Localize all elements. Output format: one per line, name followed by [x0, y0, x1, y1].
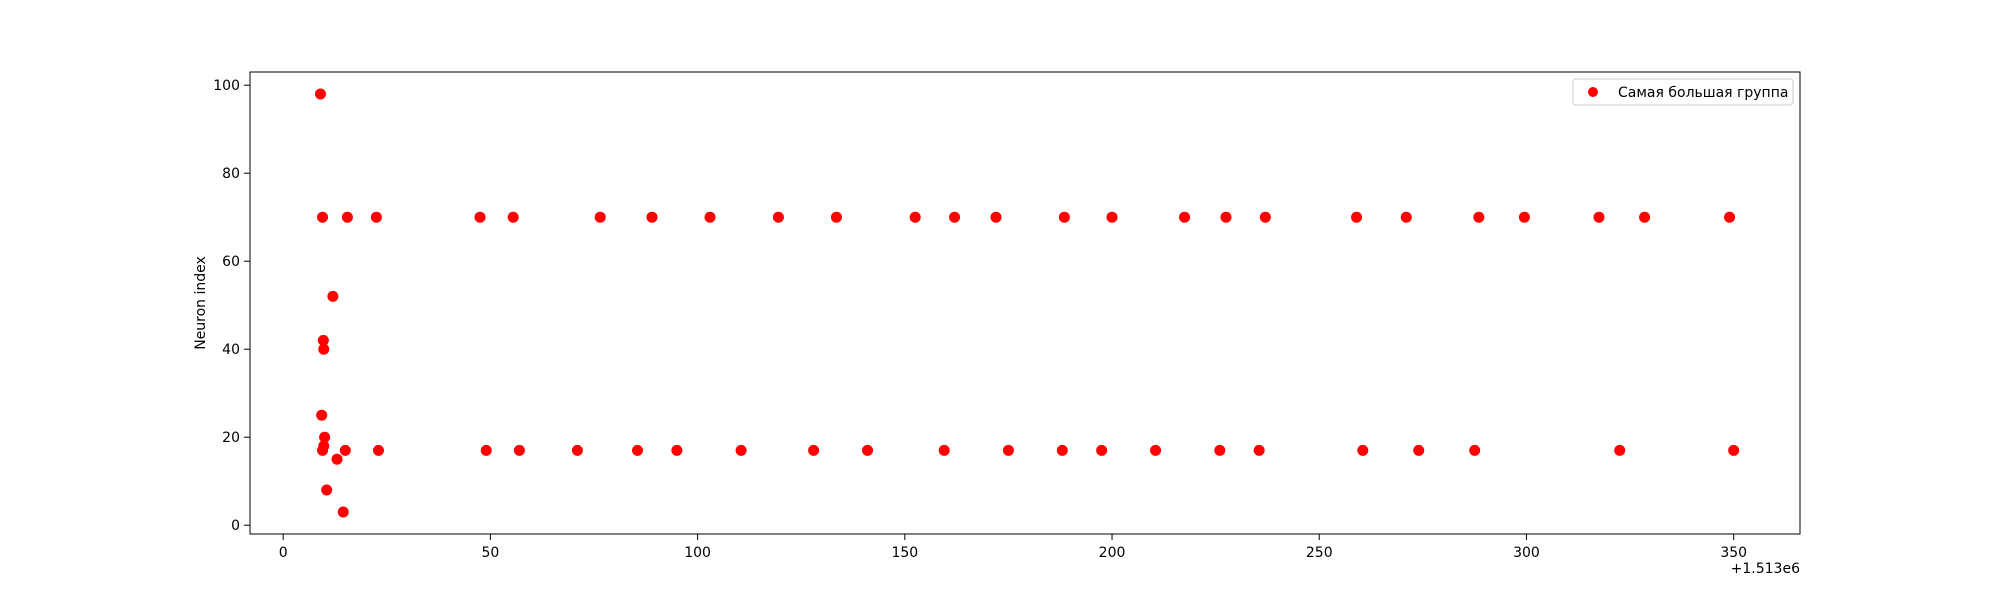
data-point [327, 290, 339, 302]
data-point [1220, 211, 1232, 223]
plot-area [249, 71, 1801, 535]
y-tick-label: 0 [231, 518, 240, 534]
data-point [862, 444, 874, 456]
data-point [337, 506, 349, 518]
x-tick-label: 350 [1720, 545, 1747, 561]
x-tick-label: 150 [891, 545, 918, 561]
data-point [314, 88, 326, 100]
data-point [1253, 444, 1265, 456]
y-axis: 0 20 40 60 80 100 [213, 78, 250, 534]
data-point [317, 211, 329, 223]
data-point [704, 211, 716, 223]
x-tick-label: 100 [684, 545, 711, 561]
data-point [735, 444, 747, 456]
data-point [480, 444, 492, 456]
x-tick-label: 50 [481, 545, 499, 561]
data-point [830, 211, 842, 223]
data-point [808, 444, 820, 456]
data-point [1413, 444, 1425, 456]
y-tick-label: 60 [222, 254, 240, 270]
y-tick-label: 100 [213, 78, 240, 94]
y-tick-label: 80 [222, 166, 240, 182]
data-point [1106, 211, 1118, 223]
data-point [1058, 211, 1070, 223]
legend-box [1572, 78, 1794, 106]
data-point [1473, 211, 1485, 223]
data-point [1056, 444, 1068, 456]
x-tick-label: 250 [1306, 545, 1333, 561]
data-point [990, 211, 1002, 223]
data-point [1096, 444, 1108, 456]
data-point [1351, 211, 1363, 223]
data-point [339, 444, 351, 456]
x-axis-offset-label: +1.513e6 [1731, 561, 1800, 577]
y-tick-label: 40 [222, 342, 240, 358]
data-point [317, 444, 329, 456]
data-point [1214, 444, 1226, 456]
data-point [1724, 211, 1736, 223]
data-point [646, 211, 658, 223]
data-point [671, 444, 683, 456]
data-point [1593, 211, 1605, 223]
x-axis: 0 50 100 150 200 250 300 350 [279, 534, 1747, 561]
data-point [949, 211, 961, 223]
y-axis-label: Neuron index [193, 256, 209, 350]
legend-entry-label: Самая большая группа [1618, 85, 1788, 101]
data-point [341, 211, 353, 223]
data-point [772, 211, 784, 223]
data-point [317, 334, 329, 346]
data-point [938, 444, 950, 456]
data-point [513, 444, 525, 456]
data-point [909, 211, 921, 223]
legend-marker [1588, 87, 1598, 97]
data-point [507, 211, 519, 223]
data-point [571, 444, 583, 456]
data-point [594, 211, 606, 223]
data-point [372, 444, 384, 456]
data-point [1150, 444, 1162, 456]
data-point [1469, 444, 1481, 456]
data-point [1002, 444, 1014, 456]
data-point [318, 343, 330, 355]
data-point [1259, 211, 1271, 223]
x-tick-label: 300 [1513, 545, 1540, 561]
data-point [1639, 211, 1651, 223]
legend: Самая большая группа [1572, 78, 1794, 106]
data-point [1614, 444, 1626, 456]
data-point [474, 211, 486, 223]
data-point [316, 409, 328, 421]
data-point [331, 453, 343, 465]
x-tick-label: 200 [1099, 545, 1126, 561]
x-tick-label: 0 [279, 545, 288, 561]
data-point [370, 211, 382, 223]
data-point [321, 484, 333, 496]
data-point [1400, 211, 1412, 223]
data-point [1179, 211, 1191, 223]
data-point [1728, 444, 1740, 456]
data-point [1357, 444, 1369, 456]
data-point [319, 431, 331, 443]
data-points [314, 88, 1740, 518]
data-point [632, 444, 643, 456]
y-tick-label: 20 [222, 430, 240, 446]
data-point [1518, 211, 1530, 223]
